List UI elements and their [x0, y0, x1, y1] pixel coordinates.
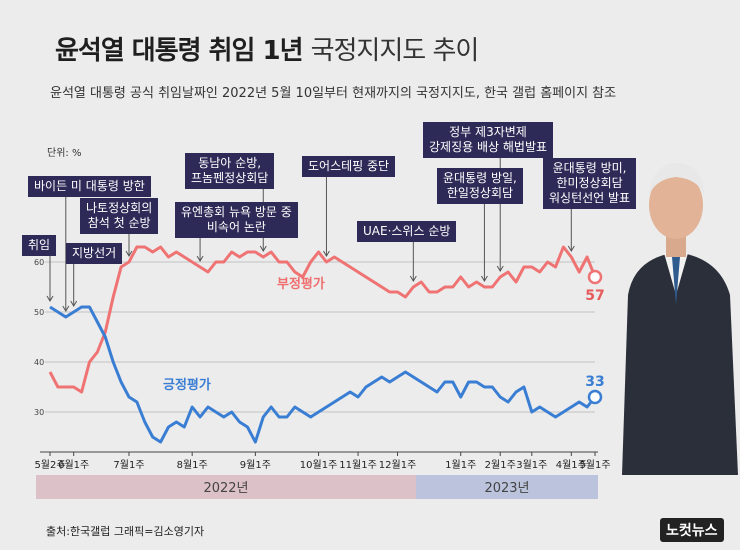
subtitle: 윤석열 대통령 공식 취임날짜인 2022년 5월 10일부터 현재까지의 국정… — [50, 86, 617, 101]
end-value-label: 57 — [585, 288, 604, 304]
x-tick-label: 7월1주 — [113, 459, 144, 471]
end-marker — [587, 269, 603, 285]
x-tick-label: 1월1주 — [445, 459, 476, 471]
year-band-2023 — [416, 475, 598, 499]
series-line-negative — [48, 245, 597, 394]
x-tick-label: 5월2주 — [34, 459, 65, 471]
annotation-arrow — [480, 275, 488, 282]
annotation-arrow — [46, 295, 54, 302]
x-tick-label: 10월1주 — [300, 459, 338, 471]
annotation-arrow — [567, 245, 575, 252]
ann-local-election: 지방선거 — [66, 243, 123, 264]
x-tick-label: 2월1주 — [485, 459, 516, 471]
y-tick-label: 60 — [34, 258, 44, 267]
annotation-arrow — [196, 255, 204, 262]
x-tick-label: 5월1주 — [579, 459, 610, 471]
ann-inauguration: 취임 — [22, 235, 57, 256]
unit-label: 단위: % — [47, 148, 82, 159]
ann-forced-labor: 정부 제3자변제 강제징용 배상 해법발표 — [423, 122, 554, 158]
annotation-arrow — [62, 305, 70, 312]
ann-uae: UAE·스위스 순방 — [357, 221, 457, 242]
ann-nato: 나토정상회의 참석 첫 순방 — [80, 198, 159, 234]
year-label-2023: 2023년 — [484, 481, 529, 496]
ann-asean: 동남아 순방, 프놈펜정상회담 — [185, 153, 275, 189]
x-tick-label: 6월1주 — [58, 459, 89, 471]
series-label-positive: 긍정평가 — [163, 377, 211, 393]
year-band-2022 — [36, 475, 416, 499]
ann-biden: 바이든 미 대통령 방한 — [28, 176, 151, 197]
x-tick-label: 11월1주 — [339, 459, 377, 471]
title-light: 국정지지도 추이 — [310, 36, 480, 66]
series-line-positive — [49, 305, 597, 444]
x-tick-label: 9월1주 — [240, 459, 271, 471]
annotation-arrow — [259, 245, 267, 252]
ann-us-visit: 윤대통령 방미, 한미정상회담 워싱턴선언 발표 — [543, 158, 637, 209]
page-title: 윤석열 대통령 취임 1년 국정지지도 추이 — [55, 30, 480, 67]
x-tick-label: 12월1주 — [379, 459, 417, 471]
end-marker — [587, 389, 603, 405]
president-photo — [622, 163, 738, 475]
year-label-2022: 2022년 — [203, 481, 248, 496]
ann-japan: 윤대통령 방일, 한일정상회담 — [437, 168, 523, 204]
y-tick-label: 30 — [34, 408, 44, 417]
series-label-negative: 부정평가 — [277, 276, 325, 292]
annotation-arrow — [323, 250, 330, 257]
x-tick-label: 8월1주 — [177, 459, 208, 471]
title-bold: 윤석열 대통령 취임 1년 — [55, 36, 304, 66]
nocut-news-logo: 노컷뉴스 — [660, 518, 724, 542]
annotation-arrow — [409, 275, 417, 282]
y-tick-label: 40 — [34, 358, 44, 367]
annotation-arrow — [496, 265, 504, 272]
source-credit: 출처:한국갤럽 그래픽=김소영기자 — [46, 525, 205, 538]
ann-doorstep: 도어스테핑 중단 — [302, 156, 396, 177]
y-tick-label: 50 — [34, 308, 44, 317]
x-tick-label: 3월1주 — [516, 459, 547, 471]
annotation-arrow — [125, 250, 133, 257]
x-tick-label: 4월1주 — [556, 459, 587, 471]
annotation-arrow — [70, 300, 78, 307]
end-value-label: 33 — [585, 374, 604, 390]
ann-un: 유엔총회 뉴욕 방문 중 비속어 논란 — [175, 202, 298, 238]
